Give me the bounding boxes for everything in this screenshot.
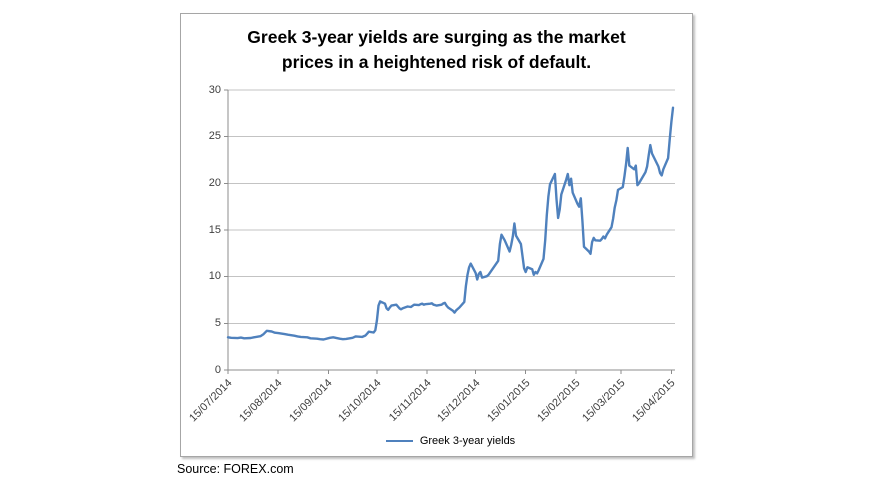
y-axis-label: 15: [208, 223, 221, 236]
legend-label: Greek 3-year yields: [419, 435, 516, 447]
y-axis-label: 5: [214, 316, 221, 329]
line-chart-plot: [224, 89, 675, 374]
legend-line-swatch: [385, 440, 413, 442]
y-axis-label: 0: [214, 363, 221, 376]
legend: Greek 3-year yields: [228, 435, 673, 447]
yield-line-series: [226, 106, 675, 341]
y-axis-label: 30: [208, 83, 221, 96]
y-axis-label: 10: [208, 270, 221, 283]
source-text: Source: FOREX.com: [177, 462, 294, 476]
y-axis-label: 20: [208, 176, 221, 189]
chart-title: Greek 3-year yields are surging as the m…: [181, 25, 692, 74]
y-axis-label: 25: [208, 130, 221, 143]
chart-panel: Greek 3-year yields are surging as the m…: [180, 13, 693, 457]
chart-title-line-1: Greek 3-year yields are surging as the m…: [247, 27, 626, 47]
chart-title-line-2: prices in a heightened risk of default.: [281, 51, 592, 72]
